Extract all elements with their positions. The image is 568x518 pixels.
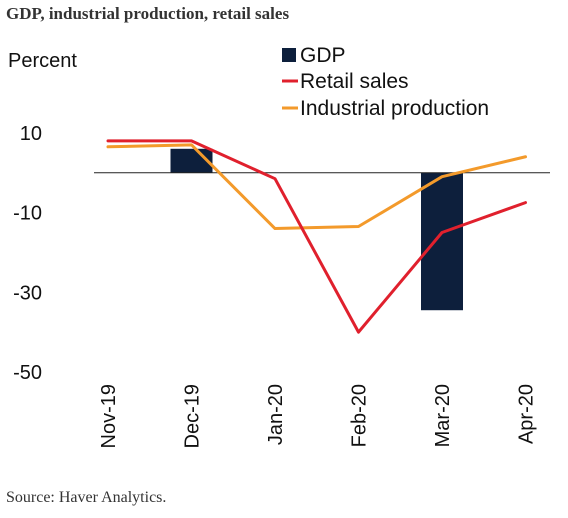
y-tick-label-50: -50 xyxy=(13,362,42,384)
chart-title: GDP, industrial production, retail sales xyxy=(6,4,290,23)
industrial-production-line xyxy=(106,143,527,231)
legend-label-gdp: GDP xyxy=(300,44,346,67)
x-tick-label-dec-19: Dec-19 xyxy=(182,384,204,448)
legend-label-retail-sales: Retail sales xyxy=(300,70,409,93)
y-tick-label-10: 10 xyxy=(20,123,42,145)
x-tick-label-jan-20: Jan-20 xyxy=(265,384,287,445)
x-tick-label-nov-19: Nov-19 xyxy=(98,384,120,448)
y-axis-label: Percent xyxy=(8,50,77,72)
lines-layer xyxy=(106,139,527,334)
x-tick-label-mar-20: Mar-20 xyxy=(432,384,454,447)
x-ticks: Nov-19 Dec-19 Jan-20 Feb-20 Mar-20 Apr-20 xyxy=(98,384,538,448)
y-ticks: 10 -10 -30 -50 xyxy=(13,123,42,384)
x-tick-label-feb-20: Feb-20 xyxy=(349,384,371,447)
bars-layer xyxy=(170,148,463,311)
y-tick-label-30: -30 xyxy=(13,282,42,304)
retail-sales-line xyxy=(106,139,527,334)
legend: GDP Retail sales Industrial production xyxy=(282,44,489,120)
legend-swatch-gdp xyxy=(282,48,296,62)
y-tick-label-10: -10 xyxy=(13,203,42,225)
x-tick-label-apr-20: Apr-20 xyxy=(516,384,538,444)
source-note: Source: Haver Analytics. xyxy=(6,489,167,506)
chart: 10 -10 -30 -50 Nov-19 Dec-19 Jan-20 Feb-20 Mar-… xyxy=(8,44,550,448)
legend-label-industrial-production: Industrial production xyxy=(300,97,489,120)
gdp-bar-mar-20 xyxy=(421,172,463,311)
